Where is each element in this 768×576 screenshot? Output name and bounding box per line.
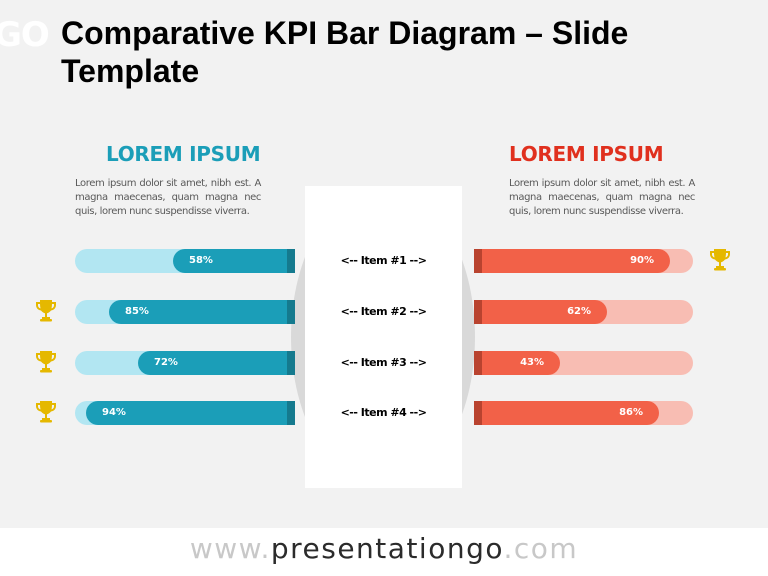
center-panel <box>305 186 462 488</box>
right-value-4: 86% <box>619 407 643 418</box>
right-description: Lorem ipsum dolor sit amet, nibh est. A … <box>509 178 695 217</box>
footer-www: www. <box>189 532 271 565</box>
bar-edge <box>287 300 295 324</box>
left-bar-track-4: 94% <box>75 401 295 425</box>
left-bar-fill-1: 58% <box>173 249 295 273</box>
bar-edge <box>474 401 482 425</box>
footer-url: www.presentationgo.com <box>0 532 768 565</box>
left-value-3: 72% <box>154 357 178 368</box>
left-bar-fill-2: 85% <box>109 300 295 324</box>
left-bar-track-3: 72% <box>75 351 295 375</box>
right-bar-track-1: 90% <box>474 249 693 273</box>
right-bar-fill-4: 86% <box>474 401 659 425</box>
left-bar-track-1: 58% <box>75 249 295 273</box>
item-label-2: <-- Item #2 --> <box>340 305 427 318</box>
left-bar-fill-3: 72% <box>138 351 295 375</box>
right-heading: LOREM IPSUM <box>509 142 664 166</box>
right-value-3: 43% <box>520 357 544 368</box>
left-bar-track-2: 85% <box>75 300 295 324</box>
right-bar-track-2: 62% <box>474 300 693 324</box>
trophy-icon <box>36 401 56 423</box>
trophy-icon <box>36 300 56 322</box>
logo-fragment: GO <box>0 15 50 55</box>
right-value-2: 62% <box>567 306 591 317</box>
trophy-icon <box>710 249 730 271</box>
left-value-2: 85% <box>125 306 149 317</box>
bar-edge <box>287 249 295 273</box>
slide-title: Comparative KPI Bar Diagram – Slide Temp… <box>61 15 629 89</box>
item-label-4: <-- Item #4 --> <box>340 406 427 419</box>
bar-edge <box>287 401 295 425</box>
right-bar-fill-2: 62% <box>474 300 607 324</box>
left-value-1: 58% <box>189 255 213 266</box>
item-label-1: <-- Item #1 --> <box>340 254 427 267</box>
left-heading: LOREM IPSUM <box>106 142 261 166</box>
right-value-1: 90% <box>630 255 654 266</box>
bar-edge <box>474 249 482 273</box>
left-description: Lorem ipsum dolor sit amet, nibh est. A … <box>75 178 261 217</box>
bar-edge <box>287 351 295 375</box>
bar-edge <box>474 300 482 324</box>
item-label-3: <-- Item #3 --> <box>340 356 427 369</box>
footer-tld: .com <box>503 532 579 565</box>
right-bar-fill-3: 43% <box>474 351 560 375</box>
left-value-4: 94% <box>102 407 126 418</box>
right-bar-fill-1: 90% <box>474 249 670 273</box>
bar-edge <box>474 351 482 375</box>
left-bar-fill-4: 94% <box>86 401 295 425</box>
right-bar-track-4: 86% <box>474 401 693 425</box>
footer-brand: presentationgo <box>270 532 504 565</box>
trophy-icon <box>36 351 56 373</box>
slide-canvas: GO Comparative KPI Bar Diagram – Slide T… <box>0 0 768 528</box>
right-bar-track-3: 43% <box>474 351 693 375</box>
